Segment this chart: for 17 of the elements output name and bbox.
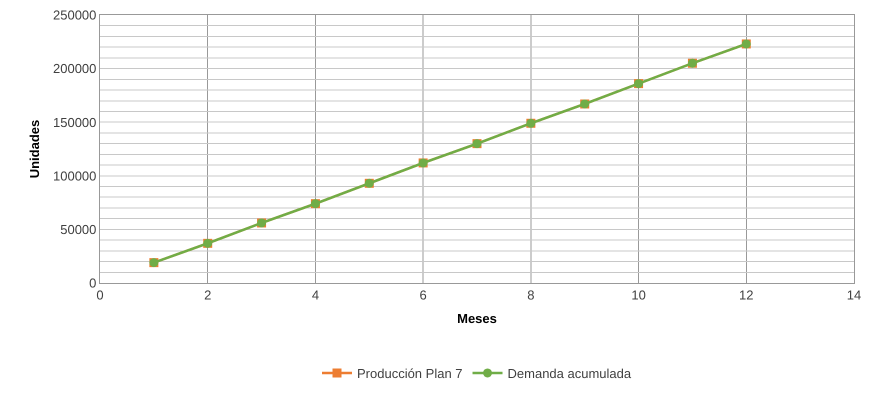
y-tick-label: 250000 xyxy=(53,8,96,23)
x-tick-label: 14 xyxy=(846,288,862,303)
y-tick-label: 50000 xyxy=(60,222,96,237)
y-tick-label: 150000 xyxy=(53,114,96,130)
x-tick-label: 8 xyxy=(527,288,534,303)
legend-label: Producción Plan 7 xyxy=(357,366,463,382)
x-tick-label: 2 xyxy=(204,288,212,303)
x-axis-title: Meses xyxy=(457,311,497,326)
x-tick-label: 12 xyxy=(739,288,754,303)
y-tick-label: 200000 xyxy=(53,61,96,76)
y-axis-title: Unidades xyxy=(26,120,42,178)
y-tick-label: 0 xyxy=(89,276,96,291)
legend-label: Demanda acumulada xyxy=(508,366,632,382)
y-tick-label: 100000 xyxy=(53,168,96,184)
x-tick-label: 10 xyxy=(631,288,646,303)
x-tick-label: 4 xyxy=(312,288,320,303)
x-tick-label: 6 xyxy=(420,288,427,303)
